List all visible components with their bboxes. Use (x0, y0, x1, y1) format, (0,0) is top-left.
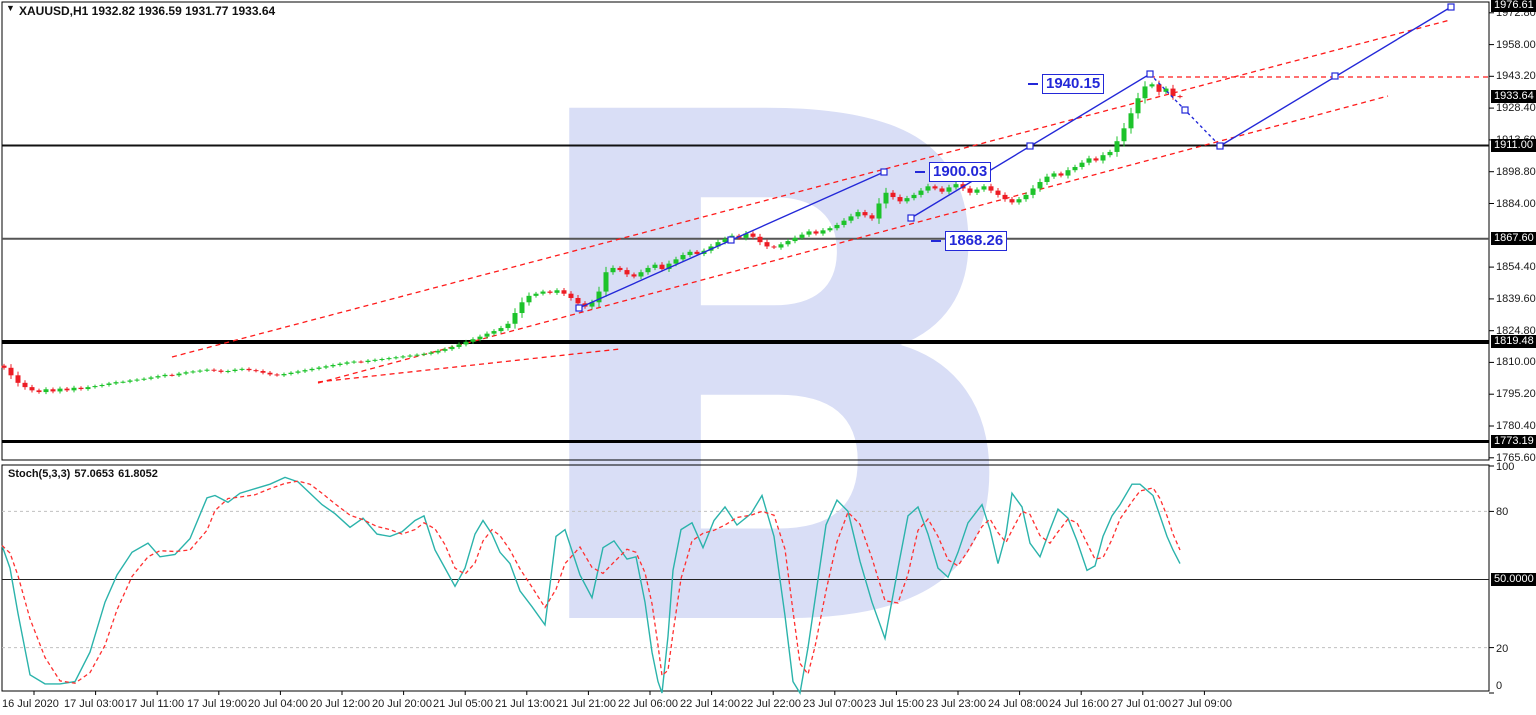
time-axis-label: 21 Jul 05:00 (433, 698, 493, 710)
trendline-handle-marker[interactable] (727, 236, 735, 244)
time-axis-label: 22 Jul 14:00 (680, 698, 740, 710)
trendline-handle-marker[interactable] (1331, 72, 1339, 80)
price-axis-label: 1839.60 (1496, 292, 1536, 305)
stoch-axis-label: 20 (1496, 642, 1509, 655)
price-axis-label: 1943.20 (1496, 70, 1536, 83)
candles-group (1, 80, 1183, 395)
price-axis-label: 1928.40 (1496, 102, 1536, 115)
price-axis-boxed-label: 1911.00 (1491, 138, 1536, 152)
time-axis-label: 16 Jul 2020 (2, 698, 59, 710)
price-axis-label: 1795.20 (1496, 388, 1536, 401)
time-axis-label: 23 Jul 07:00 (803, 698, 863, 710)
price-axis-label: 1810.00 (1496, 356, 1536, 369)
stoch-name: Stoch(5,3,3) (8, 468, 71, 480)
trendline-handle-marker[interactable] (1146, 70, 1154, 78)
red-dashed-trendline-1[interactable] (317, 95, 1389, 384)
time-axis-label: 20 Jul 04:00 (248, 698, 308, 710)
time-axis-label: 22 Jul 06:00 (618, 698, 678, 710)
trendline-handle-marker[interactable] (907, 214, 915, 222)
price-axis-label: 1780.40 (1496, 420, 1536, 432)
time-axis-label: 17 Jul 19:00 (187, 698, 247, 710)
trendline-handle-marker[interactable] (1181, 106, 1189, 114)
time-axis-label: 21 Jul 13:00 (495, 698, 555, 710)
stoch-d-value: 61.8052 (118, 468, 158, 480)
symbol-ohlc-title: XAUUSD,H1 1932.82 1936.59 1931.77 1933.6… (19, 4, 276, 18)
time-axis-label: 20 Jul 12:00 (310, 698, 370, 710)
trendline-handle-marker[interactable] (1447, 3, 1455, 11)
price-axis-label: 1958.00 (1496, 38, 1536, 51)
time-axis-label: 17 Jul 03:00 (64, 698, 124, 710)
wave-price-label-1940[interactable]: 1940.15 (1042, 74, 1105, 94)
price-axis-boxed-label: 1773.19 (1491, 434, 1536, 448)
trendline-handle-marker[interactable] (1026, 142, 1034, 150)
main-panel-border (1, 1, 1490, 461)
price-axis-label: 1765.60 (1496, 451, 1536, 464)
stoch-level-boxed-label: 50.0000 (1491, 572, 1536, 586)
price-axis-label: 1824.80 (1496, 324, 1536, 337)
time-axis-label: 24 Jul 08:00 (988, 698, 1048, 710)
price-axis-label: 1898.80 (1496, 165, 1536, 178)
stoch-axis-label: 0 (1496, 680, 1503, 692)
stoch-k-value: 57.0653 (74, 468, 115, 480)
wave-price-label-1868[interactable]: 1868.26 (945, 231, 1008, 251)
stoch-indicator-label: Stoch(5,3,3) 57.0653 61.8052 (8, 468, 162, 480)
price-axis-boxed-label: 1976.61 (1491, 0, 1536, 12)
time-axis-label: 27 Jul 01:00 (1111, 698, 1171, 710)
time-axis-label: 21 Jul 21:00 (556, 698, 616, 710)
price-axis-label: 1854.40 (1496, 261, 1536, 274)
stoch-k-line (1, 476, 1181, 695)
price-axis-boxed-label: 1867.60 (1491, 231, 1536, 245)
wave-price-label-1900[interactable]: 1900.03 (929, 162, 992, 182)
symbol-dropdown-icon[interactable]: ▼ (6, 3, 15, 13)
time-axis-label: 24 Jul 16:00 (1049, 698, 1109, 710)
trendline-handle-marker[interactable] (880, 168, 888, 176)
stoch-axis-label: 80 (1496, 506, 1509, 519)
broker-watermark-logo: B (505, 0, 1039, 715)
time-axis-label: 22 Jul 22:00 (741, 698, 801, 710)
time-axis-label: 20 Jul 20:00 (372, 698, 432, 710)
red-dashed-trendline-2[interactable] (317, 348, 621, 383)
red-dashed-trendline-0[interactable] (171, 19, 1451, 358)
trendline-handle-marker[interactable] (575, 304, 583, 312)
trendline-handle-marker[interactable] (1216, 142, 1224, 150)
stoch-d-signal-line (1, 480, 1181, 684)
time-axis-label: 23 Jul 23:00 (926, 698, 986, 710)
price-axis-boxed-label: 1819.48 (1491, 335, 1536, 348)
price-axis-boxed-label: 1933.64 (1491, 89, 1536, 103)
stoch-axis-label: 100 (1496, 461, 1515, 473)
time-axis-label: 17 Jul 11:00 (125, 698, 185, 710)
time-axis-label: 27 Jul 09:00 (1172, 698, 1232, 710)
stoch-panel-border (1, 464, 1490, 692)
time-axis-label: 23 Jul 15:00 (864, 698, 924, 710)
price-axis-label: 1884.00 (1496, 197, 1536, 210)
